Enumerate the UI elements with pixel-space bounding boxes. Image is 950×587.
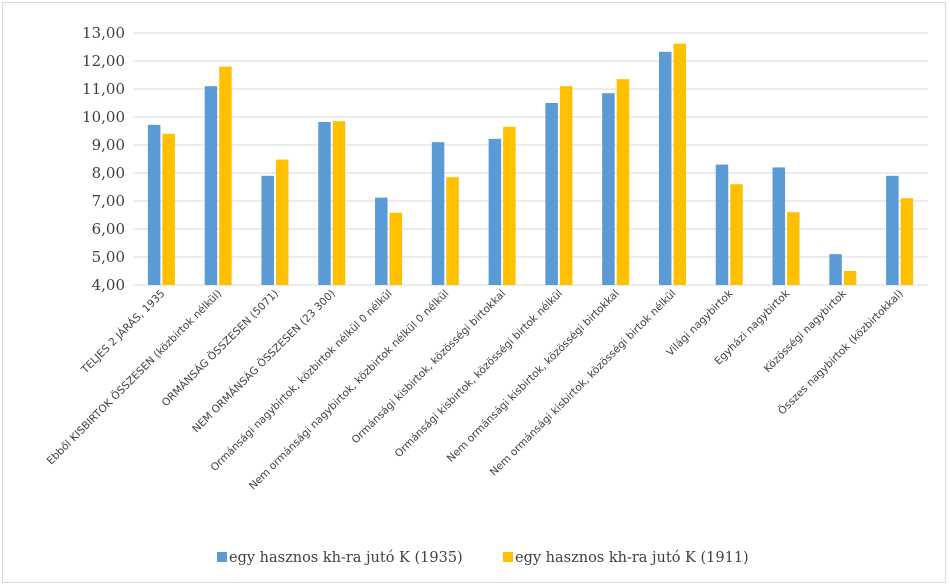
y-tick-label: 13,00 <box>82 24 125 42</box>
bar-1935 <box>488 138 502 285</box>
legend-label-1935: egy hasznos kh-ra jutó K (1935) <box>229 550 463 566</box>
legend-label-1911: egy hasznos kh-ra jutó K (1911) <box>515 550 749 566</box>
bar-1911 <box>843 271 857 285</box>
y-tick-label: 4,00 <box>92 276 125 294</box>
x-tick-label: Összes nagybirtok (közbirtokkal) <box>775 287 905 417</box>
y-tick-label: 5,00 <box>92 248 125 266</box>
bar-1935 <box>715 164 729 285</box>
y-tick-label: 6,00 <box>92 220 125 238</box>
legend-swatch-1935 <box>217 552 227 562</box>
x-tick-label: ORMÁNSÁG ÖSSZESEN (5071) <box>159 287 281 409</box>
bar-1935 <box>602 93 615 285</box>
bar-1911 <box>673 43 686 285</box>
bar-1935 <box>375 197 388 285</box>
y-tick-label: 11,00 <box>82 80 125 98</box>
bar-1911 <box>162 133 175 285</box>
bar-1911 <box>616 79 630 285</box>
bar-1935 <box>886 175 899 285</box>
bars <box>147 43 914 286</box>
bar-1935 <box>318 122 331 285</box>
bar-1935 <box>204 86 218 285</box>
bar-1911 <box>730 184 743 285</box>
bar-1911 <box>332 121 346 285</box>
legend-swatch-1911 <box>503 552 513 562</box>
bar-1911 <box>559 86 573 285</box>
bar-1911 <box>389 212 403 285</box>
bar-1935 <box>772 167 786 285</box>
bar-1935 <box>545 103 558 285</box>
y-axis-ticks: 4,00 5,00 6,00 7,00 8,00 9,00 10,00 11,00 12,00 1… <box>82 24 125 294</box>
bar-1935 <box>658 51 672 286</box>
y-tick-label: 10,00 <box>82 108 125 126</box>
x-tick-label: Nem ormánsági kisbirtok, közösségi birto… <box>488 288 679 479</box>
bar-1911 <box>503 126 516 285</box>
bar-1935 <box>431 142 445 285</box>
bar-1911 <box>219 66 232 285</box>
bar-1935 <box>829 254 842 285</box>
y-tick-label: 7,00 <box>92 192 125 210</box>
bar-1911 <box>900 198 914 285</box>
x-tick-label: Nem ormánsági nagybirtok, közbirtok nélk… <box>247 288 452 493</box>
bar-1935 <box>147 124 161 285</box>
gridlines <box>133 32 928 286</box>
bar-1911 <box>787 212 800 285</box>
y-tick-label: 12,00 <box>82 52 125 70</box>
y-tick-label: 8,00 <box>92 164 125 182</box>
y-tick-label: 9,00 <box>92 136 125 154</box>
bar-1911 <box>446 177 459 285</box>
bar-1911 <box>275 159 289 285</box>
legend: egy hasznos kh-ra jutó K (1935) egy hasz… <box>217 550 749 566</box>
bar-1935 <box>261 175 274 285</box>
